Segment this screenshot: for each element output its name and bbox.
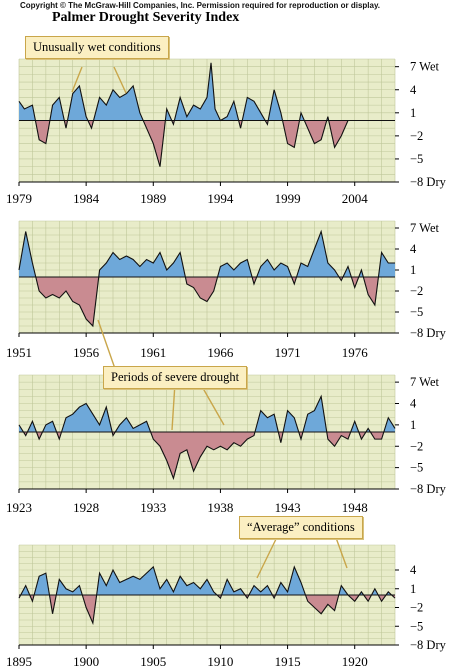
x-tick-label: 2004 <box>342 191 369 206</box>
callout-leader-line <box>171 382 176 431</box>
x-tick-label: 1966 <box>207 345 234 360</box>
y-tick-label: −2 <box>410 284 423 298</box>
x-tick-label: 1895 <box>6 654 32 669</box>
x-tick-label: 1900 <box>73 654 99 669</box>
x-tick-label: 1994 <box>207 191 234 206</box>
y-tick-label: −5 <box>410 461 423 475</box>
x-tick-label: 1923 <box>6 500 32 515</box>
callout-leader-line <box>199 382 225 426</box>
callout-average-conditions: “Average” conditions <box>239 516 363 539</box>
y-tick-label: −8 Dry <box>410 326 447 340</box>
chart-title: Palmer Drought Severity Index <box>52 10 240 25</box>
y-tick-label: −2 <box>410 439 423 453</box>
chart-panel-2: 1951 1956 1961 1966 1971 1976 7 Wet 4 1 −2 −5 −8 Dr… <box>6 220 447 360</box>
y-tick-label: 1 <box>410 263 416 277</box>
y-tick-label: −8 Dry <box>410 175 447 189</box>
y-tick-label: −5 <box>410 305 423 319</box>
x-tick-label: 1979 <box>6 191 32 206</box>
x-tick-label: 1943 <box>275 500 301 515</box>
x-tick-label: 1910 <box>207 654 233 669</box>
x-tick-label: 1928 <box>73 500 99 515</box>
y-tick-label: 1 <box>410 582 416 596</box>
y-tick-label: 7 Wet <box>410 221 439 235</box>
y-tick-label: −2 <box>410 601 423 615</box>
x-tick-label: 1999 <box>275 191 301 206</box>
x-tick-label: 1915 <box>275 654 301 669</box>
index-line <box>18 394 396 481</box>
y-tick-label: 7 Wet <box>410 60 439 74</box>
y-tick-label: −2 <box>410 129 423 143</box>
y-tick-label: 1 <box>410 418 416 432</box>
y-tick-label: 1 <box>410 106 416 120</box>
callout-wet-conditions: Unusually wet conditions <box>25 36 169 59</box>
callout-leader-line <box>256 534 279 579</box>
x-tick-label: 1989 <box>140 191 166 206</box>
index-line <box>18 565 396 626</box>
callout-severe-drought: Periods of severe drought <box>103 366 248 389</box>
index-line <box>18 229 395 328</box>
y-tick-label: 4 <box>410 242 417 256</box>
callout-leader-line <box>71 66 83 93</box>
wet-area <box>19 62 395 121</box>
x-tick-label: 1961 <box>140 345 166 360</box>
y-tick-label: 7 Wet <box>410 375 439 389</box>
x-tick-label: 1956 <box>73 345 100 360</box>
dry-area <box>19 432 395 479</box>
callout-leader-line <box>113 66 127 94</box>
callout-leader-line <box>334 534 348 569</box>
copyright-notice: Copyright © The McGraw-Hill Companies, I… <box>20 1 381 10</box>
index-line <box>18 62 395 167</box>
x-tick-label: 1938 <box>207 500 233 515</box>
x-tick-label: 1971 <box>275 345 301 360</box>
x-tick-label: 1976 <box>342 345 369 360</box>
wet-area <box>19 566 395 595</box>
y-tick-label: −5 <box>410 619 423 633</box>
chart-panel-1: 1979 1984 1989 1994 1999 2004 7 Wet 4 1 −2 −5 −8 Dr… <box>6 58 447 206</box>
y-tick-label: 4 <box>410 83 417 97</box>
chart-panel-3: 1923 1928 1933 1938 1943 1948 7 Wet 4 1 −2 −5 −8 Dr… <box>6 374 447 515</box>
wet-area <box>19 231 395 277</box>
y-tick-label: 4 <box>410 397 417 411</box>
x-tick-label: 1933 <box>140 500 166 515</box>
x-tick-label: 1951 <box>6 345 32 360</box>
y-tick-label: −8 Dry <box>410 638 447 652</box>
y-tick-label: 4 <box>410 563 417 577</box>
x-tick-label: 1984 <box>73 191 100 206</box>
x-tick-label: 1948 <box>342 500 368 515</box>
x-tick-label: 1905 <box>140 654 166 669</box>
x-tick-label: 1920 <box>342 654 368 669</box>
chart-panel-4: 1895 1900 1905 1910 1915 1920 4 1 −2 −5 −8 Dry <box>6 544 447 669</box>
y-tick-label: −8 Dry <box>410 482 447 496</box>
y-tick-label: −5 <box>410 152 423 166</box>
